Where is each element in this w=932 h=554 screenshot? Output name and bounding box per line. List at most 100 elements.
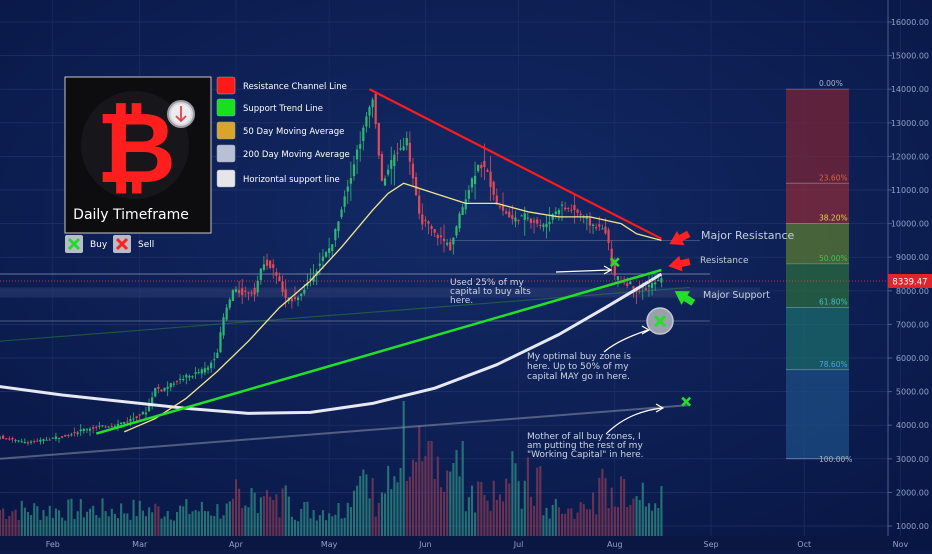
time-axis[interactable]: FebMarAprMayJunJulAugSepOctNovDec2020 <box>0 536 932 550</box>
volume-bar <box>191 511 194 536</box>
candle-body <box>365 116 368 127</box>
volume-bar <box>433 479 436 536</box>
volume-bar <box>210 515 213 536</box>
volume-bar <box>380 492 384 536</box>
candle-body <box>548 221 551 225</box>
price-axis-label: 14000.00 <box>891 85 929 94</box>
arrow-head <box>655 403 665 413</box>
time-axis-label: Jul <box>513 540 524 549</box>
buy-marker-icon <box>681 396 692 407</box>
volume-bar <box>467 497 470 536</box>
candle-body <box>355 149 359 160</box>
note-mother-buy-zone: Mother of all buy zones, I am putting th… <box>527 432 646 460</box>
buy-markers <box>609 257 692 407</box>
volume-bar <box>312 510 315 536</box>
volume-bar <box>651 510 654 536</box>
volume-bar <box>495 500 498 536</box>
volume-bar <box>132 499 135 536</box>
volume-bar <box>228 501 231 536</box>
candle-body <box>442 238 446 242</box>
volume-bar <box>175 511 179 536</box>
legend: Resistance Channel Line Support Trend Lin… <box>216 76 350 188</box>
volume-bar <box>505 478 508 536</box>
arrow-to-optimal-zone <box>603 329 649 353</box>
volume-bar <box>592 492 595 536</box>
candle-body <box>532 220 536 223</box>
volume-bar <box>321 510 325 536</box>
volume-bar <box>470 485 474 536</box>
volume-bar <box>498 494 502 536</box>
last-price-tag <box>888 274 932 288</box>
note-mother-line: Mother of all buy zones, I <box>527 432 641 442</box>
volume-bar <box>613 506 616 536</box>
fibonacci-retracement: 0.00% 23.60% 38.20% 50.00% 61.80% 78.60% 100.0… <box>786 79 852 464</box>
candle-body <box>188 375 191 378</box>
volume-bar <box>284 485 287 536</box>
candle-body <box>433 229 436 233</box>
buy-sell-legend: Buy Sell <box>65 235 154 253</box>
candle-body <box>281 281 284 293</box>
candle-body <box>132 418 135 420</box>
volume-bar <box>244 505 247 536</box>
volume-bar <box>551 504 554 536</box>
time-axis-label: Sep <box>704 540 719 549</box>
volume-bar <box>564 513 567 536</box>
candle-body <box>82 428 85 431</box>
candle-body <box>185 374 188 378</box>
candle-body <box>23 442 26 444</box>
candle-body <box>393 154 396 167</box>
fib-zone <box>786 89 849 184</box>
candle-body <box>154 387 157 397</box>
volume-bar <box>30 514 33 536</box>
arrow-head <box>641 325 651 335</box>
volume-bar <box>352 490 356 536</box>
candle-body <box>570 209 573 211</box>
candle-body <box>175 381 179 383</box>
volume-bar <box>374 516 377 536</box>
volume-bar <box>51 517 54 536</box>
candle-body <box>306 283 309 286</box>
volume-bar <box>79 499 82 536</box>
candle-body <box>265 259 269 266</box>
volume-bar <box>104 511 107 536</box>
support-trend-line <box>95 268 662 435</box>
volume-bar <box>275 494 278 536</box>
candle-body <box>48 439 51 441</box>
volume-bar <box>197 511 200 536</box>
volume-bar <box>64 520 67 536</box>
candle-body <box>557 209 560 215</box>
volume-bar <box>76 511 79 536</box>
volume-bar <box>48 505 51 536</box>
candle-body <box>73 432 76 434</box>
volume-bar <box>474 512 477 536</box>
volume-bar <box>418 426 421 536</box>
volume-bar <box>85 511 89 536</box>
candle-body <box>57 437 61 439</box>
candle-body <box>477 164 480 172</box>
legend-swatch <box>216 144 236 163</box>
candle-body <box>399 148 402 150</box>
price-axis[interactable]: 16000.00 15000.00 14000.00 13000.00 12000.00… <box>888 18 929 531</box>
candle-body <box>269 260 272 268</box>
major-resistance-arrow-icon <box>669 230 691 246</box>
candle-body <box>383 178 387 186</box>
candle-body <box>234 289 238 292</box>
volume-bar <box>89 508 92 536</box>
candle-body <box>545 223 548 228</box>
candle-body <box>511 215 514 220</box>
volume-bar <box>182 506 185 536</box>
time-axis-label: Jun <box>418 540 432 549</box>
candle-body <box>554 211 557 214</box>
price-axis-label: 9000.00 <box>896 253 929 262</box>
volume-bar <box>253 492 256 536</box>
volume-bar <box>172 520 175 536</box>
fib-level-label: 38.20% <box>819 214 848 223</box>
note-alts-buy-line: Used 25% of my <box>450 278 525 288</box>
candle-body <box>610 248 613 265</box>
volume-bar <box>160 518 163 536</box>
candle-body <box>458 213 461 229</box>
volume-bar <box>430 441 433 536</box>
candle-body <box>368 107 371 116</box>
